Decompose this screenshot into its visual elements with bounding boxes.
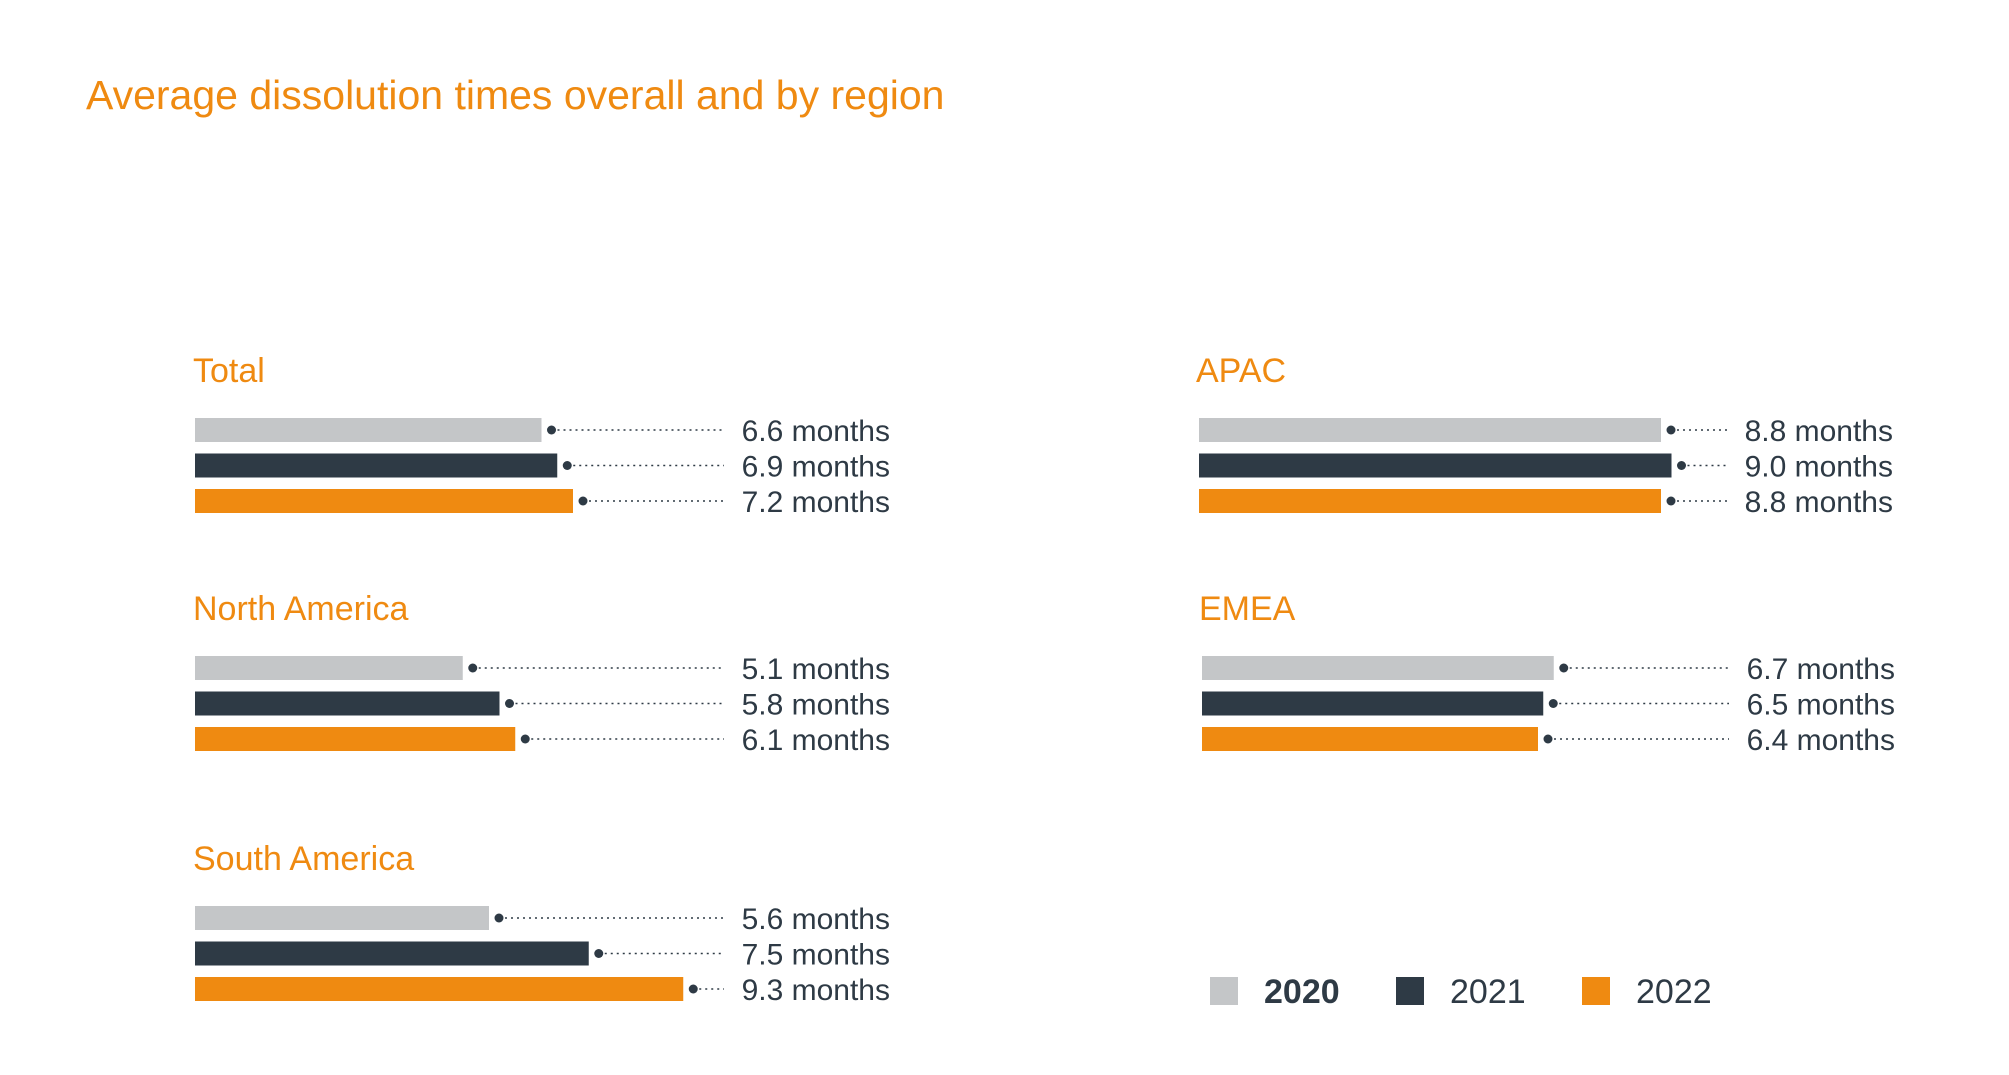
legend-swatch-2020: [1210, 977, 1238, 1005]
legend-swatch-2021: [1396, 977, 1424, 1005]
bar-south-america-2022: [195, 977, 684, 1001]
leader-dot-south-america-2021: [594, 949, 604, 958]
bar-north-america-2022: [195, 727, 516, 751]
group-title-emea: EMEA: [1199, 590, 1296, 628]
bar-emea-2020: [1202, 656, 1554, 680]
value-label-north-america-2021: 5.8 months: [742, 689, 890, 722]
bar-emea-2021: [1202, 691, 1544, 716]
value-label-south-america-2022: 9.3 months: [742, 974, 890, 1007]
bar-south-america-2021: [195, 941, 589, 966]
value-label-emea-2021: 6.5 months: [1747, 689, 1895, 722]
leader-dot-total-2021: [562, 461, 572, 470]
leader-dot-south-america-2022: [688, 984, 698, 994]
bar-total-2022: [195, 489, 573, 513]
bar-emea-2022: [1202, 727, 1538, 751]
value-label-total-2021: 6.9 months: [742, 451, 890, 484]
group-title-apac: APAC: [1196, 352, 1286, 390]
leader-dot-north-america-2021: [505, 699, 514, 708]
leader-dot-north-america-2022: [520, 734, 530, 744]
leader-dot-apac-2020: [1666, 425, 1676, 435]
leader-dot-north-america-2020: [468, 663, 478, 673]
leader-dot-emea-2021: [1548, 699, 1558, 708]
value-label-apac-2022: 8.8 months: [1745, 486, 1893, 519]
bar-north-america-2021: [195, 691, 500, 716]
legend-swatch-2022: [1582, 977, 1610, 1005]
bar-south-america-2020: [195, 906, 489, 930]
legend-label-2020: 2020: [1264, 973, 1340, 1011]
legend-label-2021: 2021: [1450, 973, 1526, 1011]
leader-dot-apac-2021: [1677, 461, 1686, 470]
leader-dot-emea-2022: [1543, 734, 1553, 744]
group-title-north-america: North America: [193, 590, 408, 628]
chart-title: Average dissolution times overall and by…: [86, 72, 945, 118]
legend-label-2022: 2022: [1636, 973, 1712, 1011]
value-label-north-america-2020: 5.1 months: [742, 653, 890, 686]
bar-total-2021: [195, 453, 558, 478]
value-label-emea-2022: 6.4 months: [1747, 724, 1895, 757]
leader-dot-emea-2020: [1559, 663, 1569, 673]
bar-apac-2020: [1199, 418, 1661, 442]
value-label-total-2022: 7.2 months: [742, 486, 890, 519]
value-label-apac-2020: 8.8 months: [1745, 415, 1893, 448]
value-label-apac-2021: 9.0 months: [1745, 451, 1893, 484]
bar-north-america-2020: [195, 656, 463, 680]
leader-dot-total-2020: [547, 425, 556, 435]
bar-apac-2021: [1199, 453, 1672, 478]
value-label-total-2020: 6.6 months: [742, 415, 890, 448]
leader-dot-total-2022: [578, 496, 588, 506]
leader-dot-apac-2022: [1666, 496, 1676, 506]
leader-dot-south-america-2020: [494, 913, 504, 923]
group-title-total: Total: [193, 352, 265, 390]
value-label-south-america-2021: 7.5 months: [742, 939, 890, 972]
bar-apac-2022: [1199, 489, 1661, 513]
group-title-south-america: South America: [193, 840, 414, 878]
bar-total-2020: [195, 418, 542, 442]
value-label-south-america-2020: 5.6 months: [742, 903, 890, 936]
value-label-north-america-2022: 6.1 months: [742, 724, 890, 757]
value-label-emea-2020: 6.7 months: [1747, 653, 1895, 686]
